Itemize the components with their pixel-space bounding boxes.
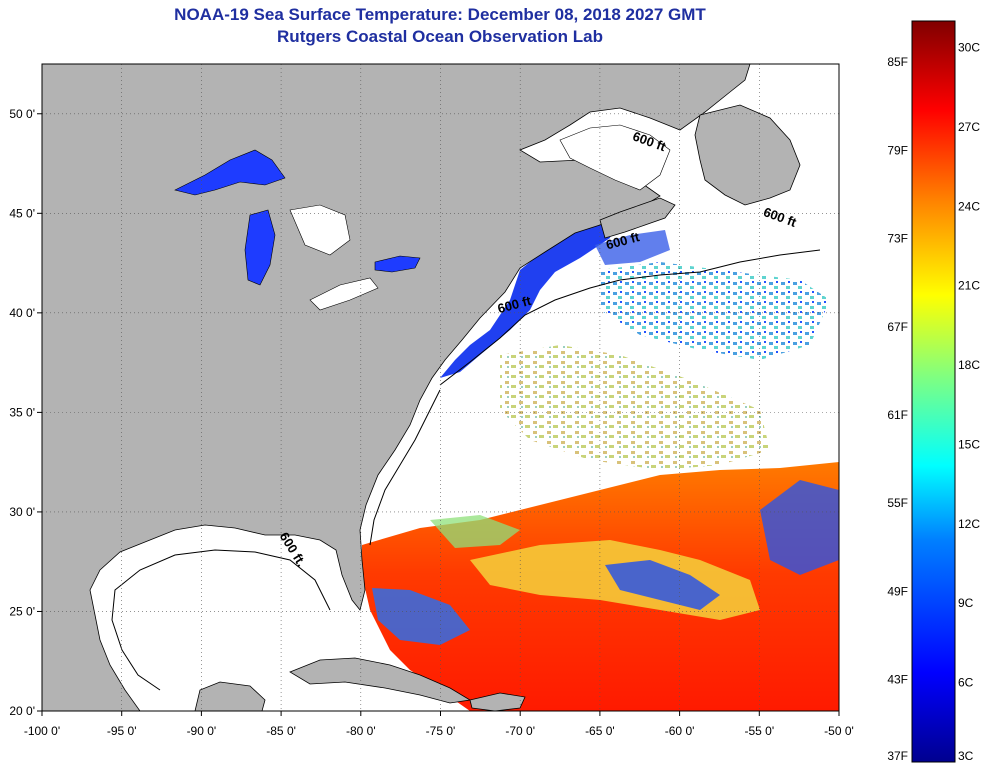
colorbar-celsius-label: 21C [958,279,980,293]
colorbar-fahrenheit-label: 37F [887,749,908,763]
colorbar-fahrenheit-label: 61F [887,408,908,422]
lon-tick-label: -100 0' [24,724,60,738]
lon-tick-label: -65 0' [585,724,615,738]
colorbar-celsius-labels: 30C 27C 24C 21C 18C 15C 12C 9C 6C 3C [958,40,980,763]
lon-tick-label: -50 0' [824,724,854,738]
colorbar-fahrenheit-label: 79F [887,143,908,157]
lat-tick-label: 30 0' [9,505,35,519]
colorbar-celsius-label: 9C [958,596,974,610]
lake-huron [289,204,351,256]
colorbar-fahrenheit-label: 73F [887,232,908,246]
colorbar-celsius-label: 15C [958,437,980,451]
colorbar-celsius-label: 18C [958,358,980,372]
lake-superior [174,149,286,196]
colorbar-fahrenheit-labels: 85F 79F 73F 67F 61F 55F 49F 43F 37F [887,55,908,763]
lon-tick-label: -55 0' [744,724,774,738]
land-north-america [42,64,751,711]
colorbar-fahrenheit-label: 67F [887,320,908,334]
land-newfoundland [694,104,801,206]
patchy-north-atlantic [600,262,830,360]
colorbar-fahrenheit-label: 43F [887,673,908,687]
lon-tick-label: -70 0' [505,724,535,738]
green-patch [430,515,520,548]
lat-tick-label: 35 0' [9,405,35,419]
gridlines [42,64,839,711]
isobath-gulf [111,549,331,691]
colorbar-celsius-label: 27C [958,120,980,134]
blue-cool-patches [605,560,720,610]
lat-tick-label: 45 0' [9,206,35,220]
blue-cool-patch-east [760,480,839,575]
colorbar-celsius-label: 30C [958,40,980,54]
lake-ontario [374,255,421,273]
lon-tick-label: -60 0' [665,724,695,738]
cyan-patch-bahamas [372,588,470,645]
colorbar-gradient [911,20,956,763]
colorbar-fahrenheit-label: 55F [887,496,908,510]
lake-michigan [244,209,276,286]
colorbar-fahrenheit-label: 49F [887,584,908,598]
map-title: NOAA-19 Sea Surface Temperature: Decembe… [174,5,706,24]
lat-tick-label: 40 0' [9,306,35,320]
lon-tick-label: -95 0' [107,724,137,738]
colorbar-celsius-label: 12C [958,517,980,531]
lon-tick-label: -85 0' [266,724,296,738]
latitude-axis: 50 0' 45 0' 40 0' 35 0' 30 0' 25 0' 20 0' [9,107,42,718]
land-yucatan [194,681,266,711]
land-nova-scotia [599,197,676,239]
colorbar-celsius-label: 6C [958,676,974,690]
lat-tick-label: 25 0' [9,604,35,618]
cold-shelf-water [440,215,615,378]
lat-tick-label: 20 0' [9,704,35,718]
lat-tick-label: 50 0' [9,107,35,121]
map-subtitle: Rutgers Coastal Ocean Observation Lab [277,27,603,46]
gulf-st-lawrence [559,124,671,191]
isobath-atlantic [439,249,821,386]
lake-erie [309,277,379,311]
lon-tick-label: -75 0' [426,724,456,738]
cold-water-scotian [595,230,670,265]
lon-tick-label: -90 0' [187,724,217,738]
colorbar-celsius-label: 24C [958,199,980,213]
patchy-mid-atlantic [500,345,770,470]
colorbar-celsius-label: 3C [958,749,974,763]
longitude-axis: -100 0' -95 0' -90 0' -85 0' -80 0' -75 0' -70… [24,711,854,738]
title-block: NOAA-19 Sea Surface Temperature: Decembe… [0,4,880,48]
colorbar-fahrenheit-label: 85F [887,55,908,69]
lon-tick-label: -80 0' [346,724,376,738]
isobath-shelf-south [369,389,441,546]
colorbar: 85F 79F 73F 67F 61F 55F 49F 43F 37F 30C 27C 24C 21C… [887,20,980,763]
